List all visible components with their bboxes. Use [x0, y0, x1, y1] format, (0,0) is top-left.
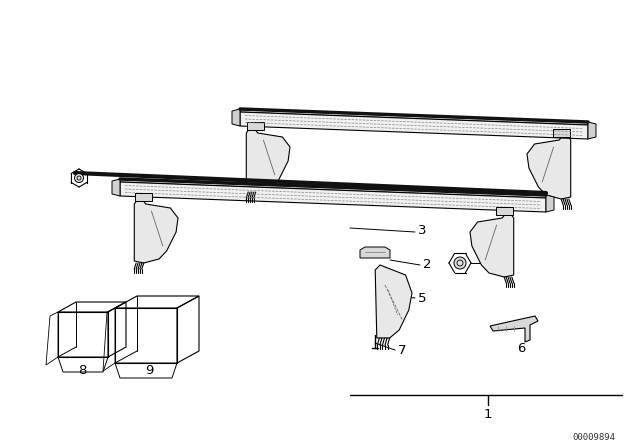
Polygon shape: [112, 179, 120, 196]
Polygon shape: [120, 179, 546, 198]
Polygon shape: [240, 112, 588, 139]
Text: 9: 9: [145, 363, 153, 376]
Text: 5: 5: [418, 292, 426, 305]
Circle shape: [454, 257, 466, 269]
Polygon shape: [375, 265, 412, 338]
Circle shape: [74, 173, 83, 182]
Polygon shape: [120, 182, 546, 212]
Polygon shape: [553, 129, 570, 137]
Text: 7: 7: [398, 344, 406, 357]
Text: 8: 8: [78, 363, 86, 376]
Polygon shape: [246, 125, 290, 192]
Text: 4: 4: [491, 257, 499, 270]
Polygon shape: [490, 316, 538, 342]
Polygon shape: [470, 210, 514, 277]
Polygon shape: [232, 109, 240, 126]
Text: 00009894: 00009894: [572, 433, 615, 442]
Polygon shape: [360, 247, 390, 258]
Polygon shape: [247, 122, 264, 130]
Polygon shape: [496, 207, 513, 215]
Text: 6: 6: [517, 341, 525, 354]
Text: 1: 1: [484, 409, 492, 422]
Polygon shape: [546, 195, 554, 212]
Polygon shape: [527, 132, 571, 199]
Polygon shape: [588, 122, 596, 139]
Polygon shape: [134, 196, 178, 263]
Polygon shape: [135, 193, 152, 201]
Text: 2: 2: [423, 258, 431, 271]
Polygon shape: [240, 109, 588, 125]
Text: 3: 3: [418, 224, 426, 237]
